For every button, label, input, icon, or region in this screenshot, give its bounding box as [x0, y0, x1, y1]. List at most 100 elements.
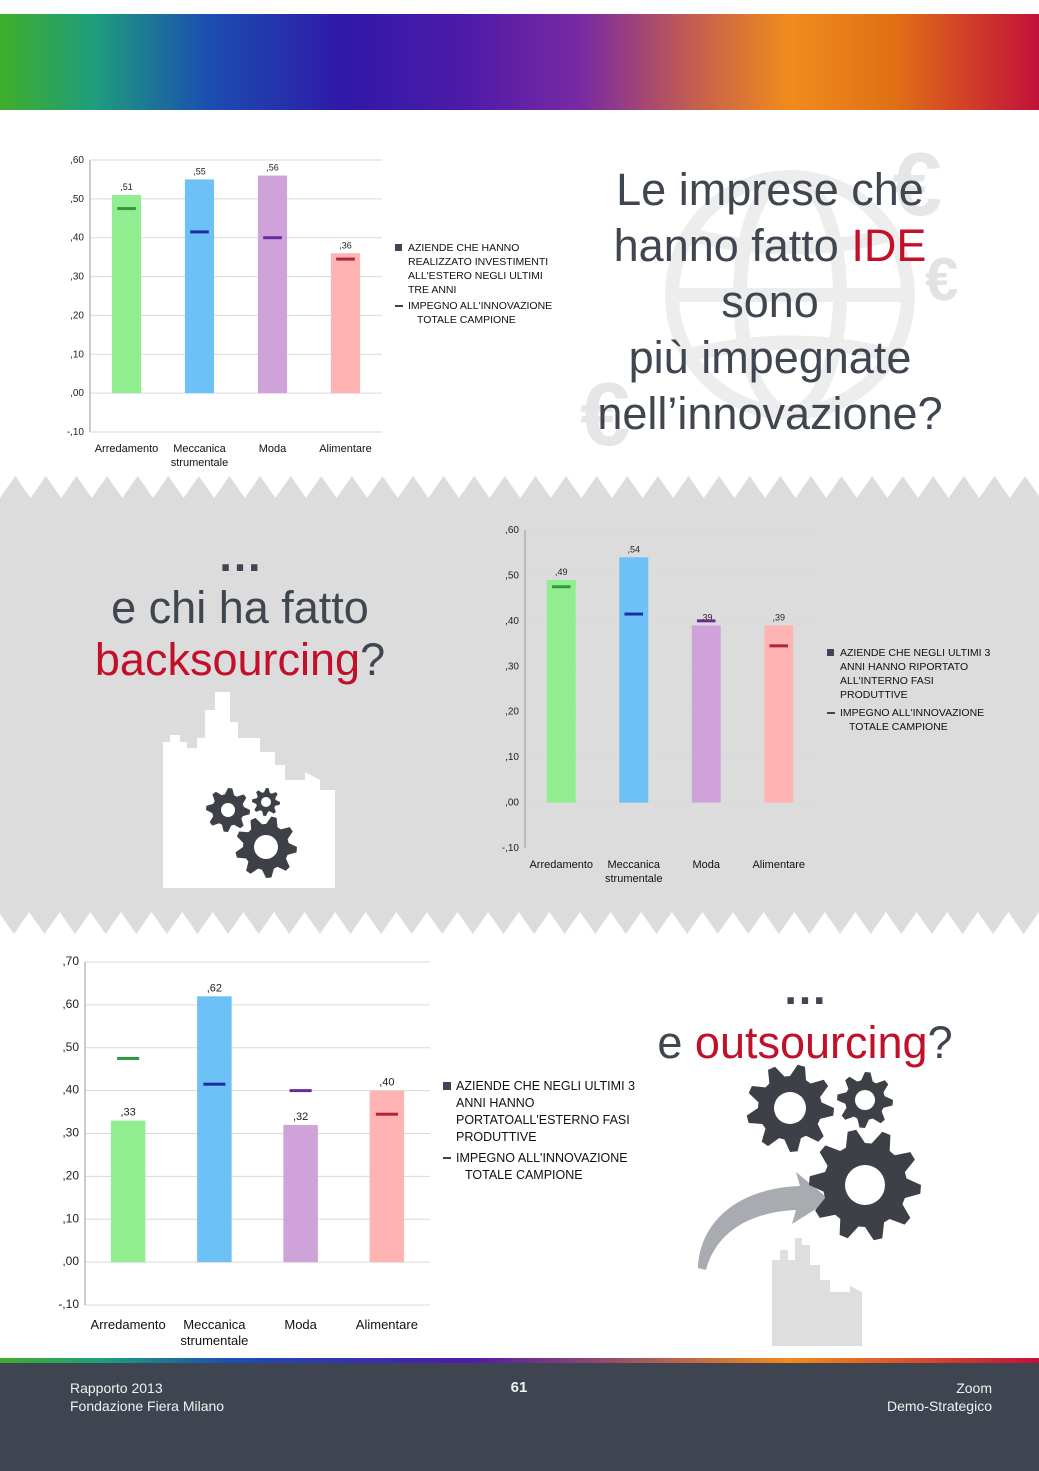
- y-tick-label: ,60: [62, 997, 79, 1011]
- y-tick-label: ,20: [70, 310, 84, 321]
- bar: [184, 179, 215, 394]
- footer-right: Zoom Demo-Strategico: [887, 1379, 992, 1415]
- legend-label: PRODUTTIVE: [456, 1130, 537, 1144]
- gear-hole: [254, 835, 278, 859]
- data-label: ,56: [266, 163, 279, 173]
- footer-section: Zoom: [956, 1380, 992, 1396]
- heading-line: più impegnate: [628, 332, 912, 383]
- bar: [257, 175, 288, 394]
- y-tick-label: ,00: [70, 388, 84, 399]
- gear-group: [746, 1064, 921, 1241]
- bar: [764, 625, 794, 803]
- x-category-label: Meccanica: [607, 859, 660, 871]
- globe-parallel: [688, 335, 892, 362]
- gear-hole: [845, 1165, 885, 1205]
- legend-label: REALIZZATO INVESTIMENTI: [408, 256, 549, 268]
- heading-line: e chi ha fatto: [111, 582, 369, 633]
- page-number: 61: [510, 1379, 528, 1396]
- footer-report-title: Rapporto 2013: [70, 1380, 163, 1396]
- gear-hole: [261, 797, 271, 807]
- y-tick-label: ,10: [70, 349, 84, 360]
- data-label: ,39: [700, 612, 713, 622]
- y-tick-label: ,40: [505, 616, 519, 627]
- heading-outsourcing: … e outsourcing?: [600, 962, 1010, 1070]
- bar: [691, 625, 721, 803]
- innovation-marker: [203, 1082, 226, 1086]
- data-label: ,49: [555, 567, 568, 577]
- y-tick-label: ,00: [505, 798, 519, 809]
- heading-highlight: backsourcing: [94, 634, 361, 685]
- bar: [111, 194, 142, 394]
- legend-label: TOTALE CAMPIONE: [417, 314, 516, 326]
- heading-highlight: outsourcing: [694, 1017, 928, 1068]
- globe-parallel: [688, 228, 892, 255]
- legend-label: ALL'ESTERO NEGLI ULTIMI: [408, 270, 543, 282]
- gear-hole: [221, 803, 235, 817]
- factory-silhouette: [163, 692, 335, 888]
- bar: [197, 996, 232, 1263]
- gear-hole: [774, 1092, 806, 1124]
- legend-outsourcing: AZIENDE CHE NEGLI ULTIMI 3 ANNI HANNO PO…: [443, 1078, 643, 1184]
- legend-label: ANNI HANNO: [456, 1096, 535, 1110]
- data-label: ,54: [627, 544, 640, 554]
- innovation-marker: [624, 612, 644, 616]
- euro-symbol-icon: €: [892, 135, 942, 235]
- legend-label: TOTALE CAMPIONE: [465, 1168, 583, 1182]
- legend-square-marker: [395, 244, 402, 251]
- footer-publisher: Fondazione Fiera Milano: [70, 1398, 225, 1414]
- heading-text: e: [657, 1017, 695, 1068]
- heading-highlight: IDE: [851, 220, 927, 271]
- innovation-marker: [117, 1056, 140, 1060]
- y-tick-label: ,60: [505, 525, 519, 536]
- curved-arrow-icon: [698, 1172, 830, 1270]
- euro-symbol-icon: €: [580, 365, 630, 460]
- bar: [110, 1120, 146, 1263]
- legend-series-bar: AZIENDE CHE NEGLI ULTIMI 3 ANNI HANNO PO…: [443, 1078, 643, 1146]
- legend-label: TRE ANNI: [408, 284, 457, 296]
- heading-text: ?: [927, 1017, 953, 1068]
- y-tick-label: -,10: [58, 1297, 79, 1311]
- heading-text: ?: [360, 634, 386, 685]
- chart-backsourcing: ,60 ,50 ,40 ,30 ,20 ,10 ,00 -,10 ,49 Arredamento,…: [502, 525, 815, 885]
- data-label: ,32: [293, 1111, 308, 1123]
- y-tick-label: ,40: [70, 233, 84, 244]
- innovation-marker: [117, 207, 136, 211]
- heading-line: e outsourcing?: [600, 1016, 1010, 1070]
- x-category-label: strumentale: [180, 1333, 248, 1348]
- heading-dots: …: [782, 963, 828, 1014]
- header-gradient-bar: [0, 14, 1039, 110]
- heading-backsourcing: … e chi ha fatto backsourcing?: [40, 530, 440, 686]
- innovation-marker: [336, 257, 355, 261]
- legend-square-marker: [827, 649, 834, 656]
- gear-group: [206, 788, 297, 878]
- heading-line: Le imprese che: [616, 164, 924, 215]
- heading-text: hanno fatto: [613, 220, 852, 271]
- y-tick-label: ,30: [62, 1126, 79, 1140]
- data-label: ,62: [207, 982, 222, 994]
- bar: [546, 579, 576, 803]
- y-tick-label: -,10: [502, 843, 520, 854]
- legend-series-marker: IMPEGNO ALL'INNOVAZIONE TOTALE CAMPIONE: [827, 706, 1007, 734]
- legend-label: ANNI HANNO RIPORTATO: [840, 661, 969, 673]
- y-tick-label: ,40: [62, 1083, 79, 1097]
- outsourcing-gears-icon: [698, 1064, 921, 1346]
- legend-label: AZIENDE CHE NEGLI ULTIMI 3: [840, 647, 991, 659]
- legend-series-marker: IMPEGNO ALL'INNOVAZIONE TOTALE CAMPIONE: [443, 1150, 643, 1184]
- bar: [330, 253, 361, 394]
- heading-ide: Le imprese che hanno fatto IDE sono più …: [560, 162, 980, 442]
- y-tick-label: ,00: [62, 1254, 79, 1268]
- x-category-label: Moda: [284, 1317, 317, 1332]
- x-category-label: Moda: [259, 443, 287, 455]
- data-label: ,36: [339, 240, 352, 250]
- legend-label: PORTATOALL'ESTERNO FASI: [456, 1113, 630, 1127]
- footer-subsection: Demo-Strategico: [886, 1398, 992, 1414]
- y-tick-label: ,50: [62, 1040, 79, 1054]
- x-category-label: strumentale: [171, 457, 228, 469]
- footer: Rapporto 2013 Fondazione Fiera Milano 61…: [0, 1363, 1039, 1471]
- legend-label: IMPEGNO ALL'INNOVAZIONE: [456, 1151, 628, 1165]
- footer-gradient-stripe: [0, 1358, 1039, 1364]
- y-tick-label: ,10: [505, 752, 519, 763]
- bar: [619, 557, 649, 803]
- innovation-marker: [696, 619, 716, 623]
- chart-outsourcing: ,70 ,60 ,50 ,40 ,30 ,20 ,10 ,00 -,10 ,33 Arredamen…: [58, 954, 430, 1348]
